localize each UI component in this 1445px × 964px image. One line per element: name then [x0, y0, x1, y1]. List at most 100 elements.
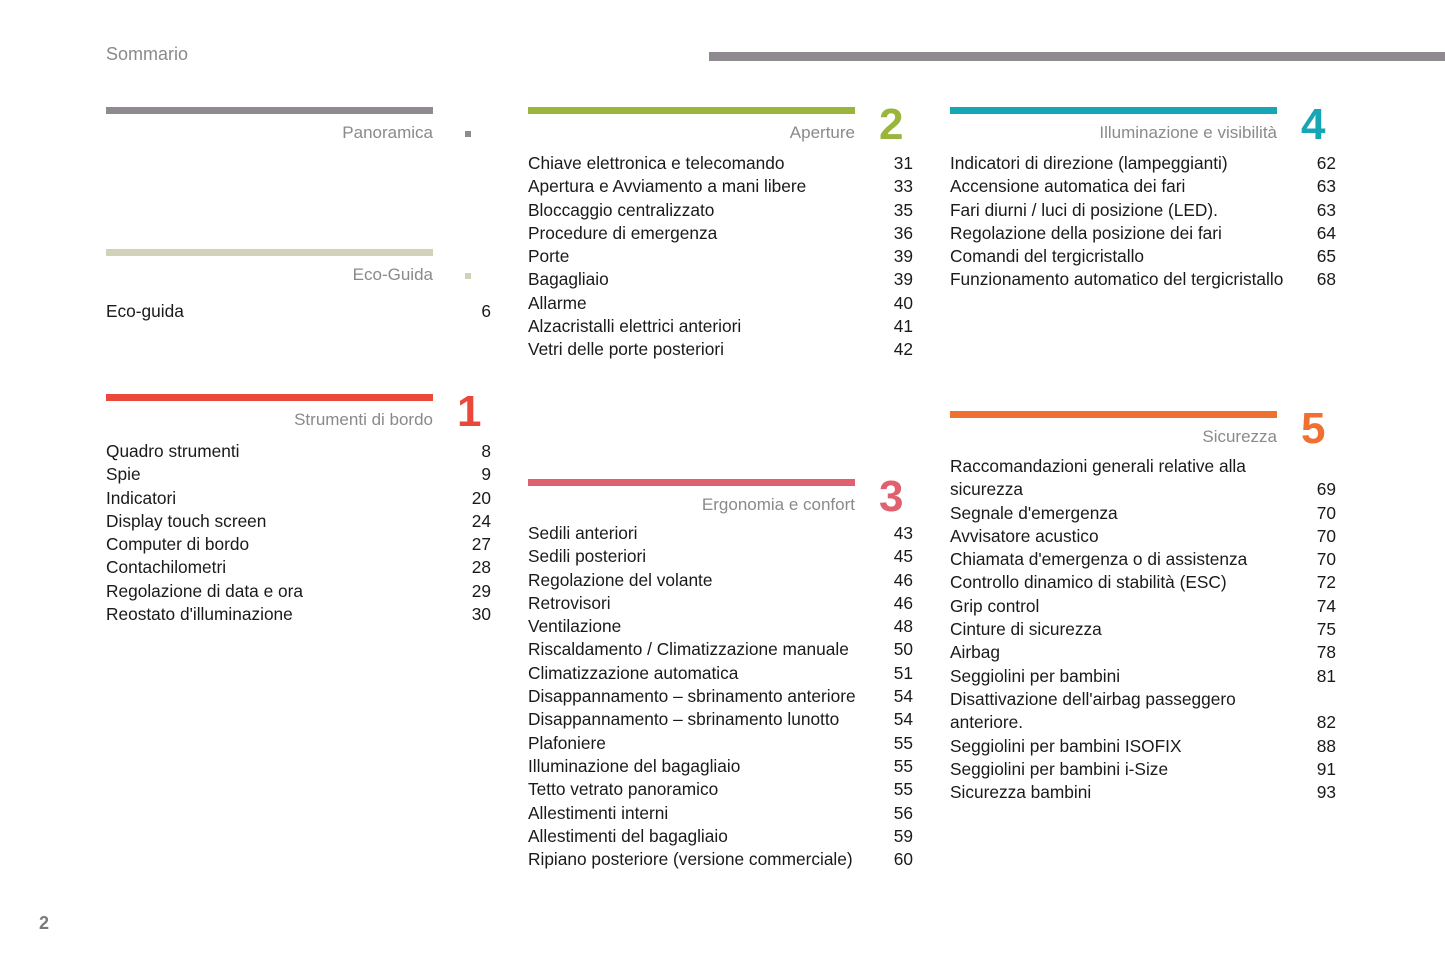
toc-entry-title: Allestimenti del bagagliaio [528, 825, 728, 846]
toc-entry[interactable]: Allestimenti del bagagliaio 59 [528, 825, 913, 848]
toc-entry[interactable]: Porte 39 [528, 245, 913, 268]
toc-entry[interactable]: Disattivazione dell'airbag passeggero an… [950, 688, 1336, 735]
toc-entry-title: Seggiolini per bambini [950, 665, 1121, 686]
toc-entry[interactable]: Regolazione della posizione dei fari 64 [950, 222, 1336, 245]
toc-entry[interactable]: Chiamata d'emergenza o di assistenza 70 [950, 548, 1336, 571]
section-title[interactable]: Strumenti di bordo [294, 410, 433, 429]
section-marker-icon [465, 131, 471, 137]
toc-entry[interactable]: Raccomandazioni generali relative alla s… [950, 455, 1336, 502]
toc-entry[interactable]: Allestimenti interni 56 [528, 802, 913, 825]
toc-entry-title: Apertura e Avviamento a mani libere [528, 176, 807, 197]
toc-entry[interactable]: Disappannamento – sbrinamento lunotto 54 [528, 708, 913, 731]
toc-entry-page: 78 [1316, 642, 1336, 663]
toc-entry[interactable]: Climatizzazione automatica 51 [528, 662, 913, 685]
toc-entry[interactable]: Spie 9 [106, 463, 491, 486]
section-title[interactable]: Aperture [789, 123, 855, 142]
toc-entry[interactable]: Fari diurni / luci di posizione (LED). 63 [950, 199, 1336, 222]
toc-entry-page: 9 [481, 464, 491, 485]
toc-entry[interactable]: Bagagliaio 39 [528, 268, 913, 291]
section-bar [950, 107, 1277, 114]
toc-entry-page: 63 [1316, 176, 1336, 197]
toc-entry-title: Disattivazione dell'airbag passeggero an… [950, 688, 1236, 733]
toc-entry[interactable]: Indicatori 20 [106, 487, 491, 510]
section-title[interactable]: Eco-Guida [352, 265, 433, 284]
toc-entry[interactable]: Regolazione di data e ora 29 [106, 580, 491, 603]
toc-entry-title: Bagagliaio [528, 269, 609, 290]
toc-list: Eco-guida 6 [106, 300, 491, 323]
toc-entry[interactable]: Segnale d'emergenza 70 [950, 502, 1336, 525]
toc-entry[interactable]: Indicatori di direzione (lampeggianti) 62 [950, 152, 1336, 175]
toc-entry[interactable]: Plafoniere 55 [528, 732, 913, 755]
toc-entry[interactable]: Grip control 74 [950, 595, 1336, 618]
toc-entry[interactable]: Quadro strumenti 8 [106, 440, 491, 463]
toc-entry[interactable]: Controllo dinamico di stabilità (ESC) 72 [950, 571, 1336, 594]
toc-entry[interactable]: Disappannamento – sbrinamento anteriore 5… [528, 685, 913, 708]
toc-entry[interactable]: Eco-guida 6 [106, 300, 491, 323]
toc-entry-page: 64 [1316, 222, 1336, 243]
toc-entry[interactable]: Allarme 40 [528, 292, 913, 315]
toc-entry-title: Vetri delle porte posteriori [528, 339, 724, 360]
toc-entry[interactable]: Seggiolini per bambini 81 [950, 665, 1336, 688]
toc-entry-title: Ventilazione [528, 616, 622, 637]
toc-entry[interactable]: Bloccaggio centralizzato 35 [528, 199, 913, 222]
toc-entry-title: Procedure di emergenza [528, 222, 718, 243]
toc-entry-title: Retrovisori [528, 592, 611, 613]
toc-entry[interactable]: Computer di bordo 27 [106, 533, 491, 556]
toc-entry[interactable]: Contachilometri 28 [106, 556, 491, 579]
toc-entry-title: Sedili posteriori [528, 546, 647, 567]
toc-entry[interactable]: Sicurezza bambini 93 [950, 781, 1336, 804]
toc-entry-page: 46 [893, 569, 913, 590]
toc-entry-title: Chiave elettronica e telecomando [528, 153, 785, 173]
section-title[interactable]: Ergonomia e confort [701, 495, 855, 514]
section-bar [106, 107, 433, 114]
toc-entry[interactable]: Comandi del tergicristallo 65 [950, 245, 1336, 268]
toc-entry[interactable]: Procedure di emergenza 36 [528, 222, 913, 245]
toc-entry[interactable]: Accensione automatica dei fari 63 [950, 175, 1336, 198]
section-title[interactable]: Sicurezza [1202, 427, 1277, 446]
toc-entry[interactable]: Tetto vetrato panoramico 55 [528, 778, 913, 801]
toc-entry-page: 6 [481, 301, 491, 321]
toc-entry[interactable]: Sedili posteriori 45 [528, 545, 913, 568]
section-title[interactable]: Illuminazione e visibilità [1099, 123, 1277, 142]
toc-entry[interactable]: Ripiano posteriore (versione commerciale… [528, 848, 913, 871]
toc-entry[interactable]: Sedili anteriori 43 [528, 522, 913, 545]
toc-entry[interactable]: Seggiolini per bambini i-Size 91 [950, 758, 1336, 781]
toc-entry-title: Disappannamento – sbrinamento anteriore [528, 686, 856, 707]
toc-entry-title: Illuminazione del bagagliaio [528, 755, 741, 776]
toc-entry[interactable]: Reostato d'illuminazione 30 [106, 603, 491, 626]
toc-entry-title: Regolazione della posizione dei fari [950, 222, 1222, 243]
toc-entry[interactable]: Riscaldamento / Climatizzazione manuale 5… [528, 638, 913, 661]
toc-entry[interactable]: Apertura e Avviamento a mani libere 33 [528, 175, 913, 198]
toc-entry[interactable]: Ventilazione 48 [528, 615, 913, 638]
toc-entry-page: 39 [893, 269, 913, 290]
toc-entry[interactable]: Funzionamento automatico del tergicrista… [950, 268, 1336, 291]
toc-entry[interactable]: Avvisatore acustico 70 [950, 525, 1336, 548]
toc-entry-title: Spie [106, 464, 141, 485]
toc-entry-title: Controllo dinamico di stabilità (ESC) [950, 572, 1227, 593]
toc-entry-title: Accensione automatica dei fari [950, 176, 1186, 197]
toc-entry[interactable]: Illuminazione del bagagliaio 55 [528, 755, 913, 778]
toc-entry-page: 75 [1316, 619, 1336, 640]
toc-entry-title: Indicatori [106, 487, 177, 508]
section-title[interactable]: Panoramica [342, 123, 433, 142]
toc-entry[interactable]: Regolazione del volante 46 [528, 569, 913, 592]
toc-entry-page: 62 [1316, 153, 1336, 173]
toc-entry[interactable]: Vetri delle porte posteriori 42 [528, 338, 913, 361]
toc-entry[interactable]: Cinture di sicurezza 75 [950, 618, 1336, 641]
section-bar [528, 107, 855, 114]
toc-entry-page: 46 [893, 592, 913, 613]
toc-entry[interactable]: Retrovisori 46 [528, 592, 913, 615]
toc-entry-page: 70 [1316, 549, 1336, 570]
toc-entry[interactable]: Seggiolini per bambini ISOFIX 88 [950, 735, 1336, 758]
toc-entry-title: Quadro strumenti [106, 441, 240, 461]
toc-entry[interactable]: Alzacristalli elettrici anteriori 41 [528, 315, 913, 338]
toc-list: Indicatori di direzione (lampeggianti) 62… [950, 152, 1336, 292]
toc-entry-page: 36 [893, 222, 913, 243]
section-bar [106, 394, 433, 401]
toc-entry[interactable]: Airbag 78 [950, 641, 1336, 664]
toc-entry[interactable]: Chiave elettronica e telecomando 31 [528, 152, 913, 175]
toc-entry[interactable]: Display touch screen 24 [106, 510, 491, 533]
toc-entry-page: 54 [893, 686, 913, 707]
toc-entry-title: Climatizzazione automatica [528, 662, 739, 683]
toc-entry-page: 91 [1316, 758, 1336, 779]
